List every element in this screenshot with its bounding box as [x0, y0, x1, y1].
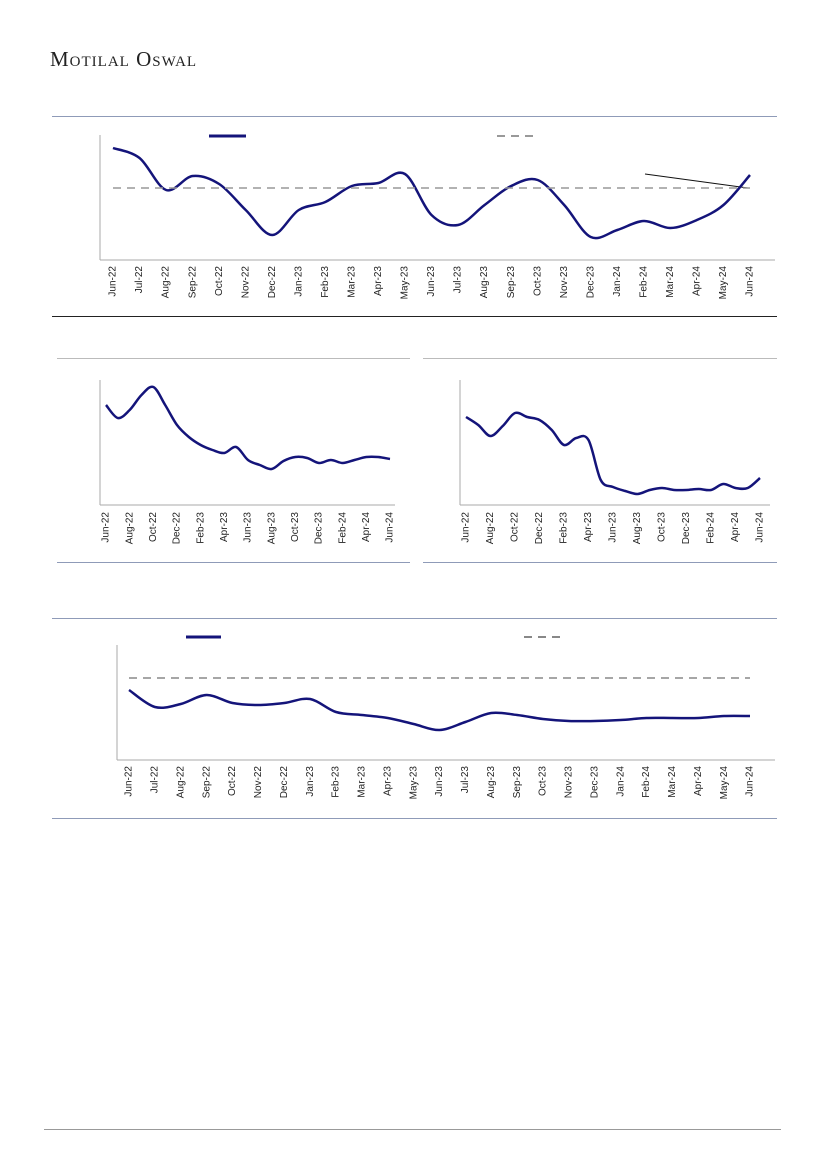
x-tick-label: May-24: [718, 266, 729, 300]
x-tick-label: Sep-22: [187, 266, 198, 299]
x-tick-label: Feb-24: [638, 266, 649, 298]
x-tick-label: Mar-24: [667, 766, 678, 798]
x-tick-label: Jul-23: [453, 266, 464, 294]
x-tick-label: Nov-22: [240, 266, 251, 299]
x-tick-label: Apr-24: [730, 512, 741, 542]
series-line: [112, 146, 751, 240]
x-tick-label: Jun-23: [426, 266, 437, 297]
x-tick-label: Oct-22: [510, 512, 521, 542]
series-line: [465, 411, 761, 496]
x-tick-label: Jun-22: [124, 766, 135, 797]
x-tick-label: Aug-22: [161, 266, 172, 299]
x-tick-label: Apr-23: [583, 512, 594, 542]
x-tick-label: Aug-22: [485, 512, 496, 545]
x-tick-label: May-23: [400, 266, 411, 300]
x-tick-label: Feb-24: [706, 512, 717, 544]
x-tick-label: Dec-22: [172, 512, 183, 545]
x-tick-label: Oct-23: [538, 766, 549, 796]
x-tick-label: Jun-23: [608, 512, 619, 543]
x-tick-label: Jan-24: [615, 766, 626, 797]
x-tick-label: Mar-23: [347, 266, 358, 298]
x-tick-label: Jan-23: [293, 266, 304, 297]
x-tick-label: Feb-23: [331, 766, 342, 798]
x-tick-label: Apr-24: [361, 512, 372, 542]
x-tick-label: Nov-23: [564, 766, 575, 799]
x-tick-label: Aug-23: [479, 266, 490, 299]
x-tick-label: May-23: [408, 766, 419, 800]
x-tick-label: Aug-23: [486, 766, 497, 799]
x-tick-label: Jun-23: [434, 766, 445, 797]
x-tick-label: Jul-23: [460, 766, 471, 794]
x-tick-label: Oct-22: [227, 766, 238, 796]
x-tick-label: Apr-23: [382, 766, 393, 796]
x-tick-label: Jun-22: [461, 512, 472, 543]
x-tick-label: Feb-23: [195, 512, 206, 544]
x-tick-label: Jan-23: [305, 766, 316, 797]
x-tick-label: Aug-22: [124, 512, 135, 545]
x-tick-label: Feb-23: [320, 266, 331, 298]
x-tick-label: Aug-23: [266, 512, 277, 545]
x-tick-label: Feb-23: [559, 512, 570, 544]
x-tick-label: Oct-23: [532, 266, 543, 296]
x-tick-label: Dec-23: [681, 512, 692, 545]
x-tick-label: Sep-22: [201, 766, 212, 799]
x-tick-label: Oct-23: [657, 512, 668, 542]
annotation-line: [644, 173, 749, 189]
x-tick-label: Dec-23: [585, 266, 596, 299]
x-tick-label: Dec-23: [589, 766, 600, 799]
x-tick-label: Nov-22: [253, 766, 264, 799]
x-tick-label: Jun-24: [385, 512, 396, 543]
x-tick-label: Jun-22: [101, 512, 112, 543]
series-line: [105, 385, 391, 471]
x-tick-label: Jun-22: [108, 266, 119, 297]
x-tick-label: Feb-24: [337, 512, 348, 544]
x-tick-label: Dec-23: [314, 512, 325, 545]
x-tick-label: Mar-24: [665, 266, 676, 298]
x-tick-label: Jun-24: [755, 512, 766, 543]
x-tick-label: Oct-23: [290, 512, 301, 542]
x-tick-label: Dec-22: [267, 266, 278, 299]
x-tick-label: Apr-24: [692, 266, 703, 296]
x-tick-label: Sep-23: [512, 766, 523, 799]
x-tick-label: Apr-23: [373, 266, 384, 296]
x-tick-label: Oct-22: [214, 266, 225, 296]
x-tick-label: Jun-24: [745, 266, 756, 297]
x-tick-label: Aug-23: [632, 512, 643, 545]
x-tick-label: Jul-22: [150, 766, 161, 794]
x-tick-label: Feb-24: [641, 766, 652, 798]
x-tick-label: Apr-23: [219, 512, 230, 542]
x-tick-label: Dec-22: [534, 512, 545, 545]
brand: Motilal Oswal: [50, 47, 197, 71]
x-tick-label: Jan-24: [612, 266, 623, 297]
x-tick-label: May-24: [719, 766, 730, 800]
x-tick-label: Jun-23: [243, 512, 254, 543]
x-tick-label: Aug-22: [175, 766, 186, 799]
x-tick-label: Oct-22: [148, 512, 159, 542]
x-tick-label: Mar-23: [357, 766, 368, 798]
x-tick-label: Sep-23: [506, 266, 517, 299]
x-tick-label: Dec-22: [279, 766, 290, 799]
x-tick-label: Nov-23: [559, 266, 570, 299]
x-tick-label: Jun-24: [745, 766, 756, 797]
x-tick-label: Apr-24: [693, 766, 704, 796]
series-line: [128, 688, 751, 732]
x-tick-label: Jul-22: [134, 266, 145, 294]
